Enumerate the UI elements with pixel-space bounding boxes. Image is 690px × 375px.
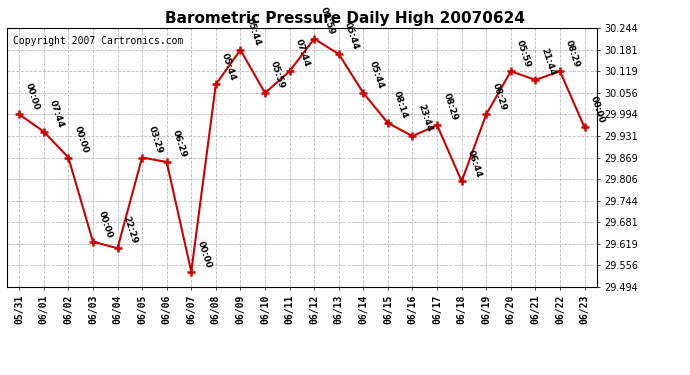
Text: 08:29: 08:29	[491, 82, 508, 112]
Text: 03:29: 03:29	[146, 125, 164, 155]
Text: 07:44: 07:44	[48, 99, 66, 129]
Text: 08:29: 08:29	[441, 92, 459, 122]
Text: Copyright 2007 Cartronics.com: Copyright 2007 Cartronics.com	[13, 36, 183, 46]
Text: 00:00: 00:00	[195, 239, 213, 269]
Text: 00:00: 00:00	[23, 82, 41, 112]
Text: 00:00: 00:00	[97, 209, 115, 239]
Text: 06:29: 06:29	[171, 129, 188, 159]
Text: 08:29: 08:29	[564, 39, 582, 69]
Text: 05:44: 05:44	[343, 21, 360, 51]
Text: 05:59: 05:59	[269, 60, 286, 90]
Text: 00:00: 00:00	[72, 125, 90, 155]
Text: 05:44: 05:44	[368, 60, 385, 90]
Text: 22:29: 22:29	[121, 215, 139, 246]
Text: 23:44: 23:44	[417, 103, 434, 134]
Text: 08:14: 08:14	[392, 90, 409, 120]
Text: 21:44: 21:44	[540, 47, 557, 77]
Text: 06:44: 06:44	[466, 148, 483, 178]
Text: 05:59: 05:59	[515, 39, 533, 69]
Text: 05:44: 05:44	[244, 17, 262, 47]
Text: 05:44: 05:44	[220, 51, 237, 82]
Text: 07:44: 07:44	[294, 38, 311, 69]
Text: 00:00: 00:00	[589, 95, 606, 125]
Text: Barometric Pressure Daily High 20070624: Barometric Pressure Daily High 20070624	[165, 11, 525, 26]
Text: 09:59: 09:59	[318, 6, 336, 36]
